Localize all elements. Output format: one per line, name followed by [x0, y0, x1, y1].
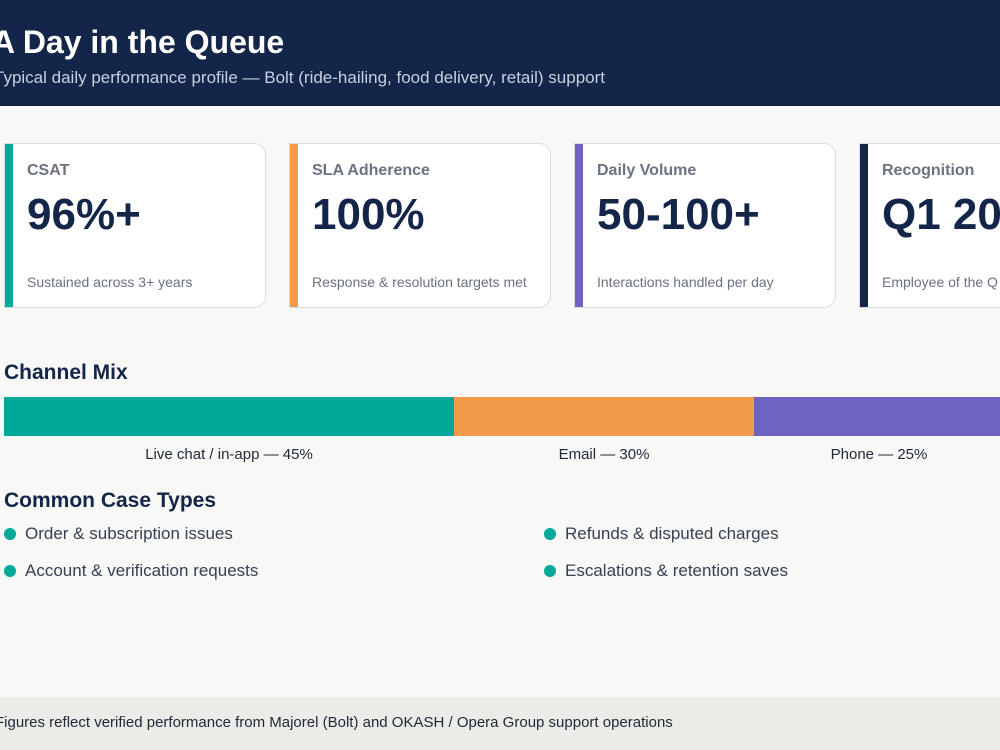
channel-mix-title: Channel Mix — [4, 361, 128, 384]
footer-note: Figures reflect verified performance fro… — [0, 714, 673, 731]
kpi-card-sla: SLA Adherence 100% Response & resolution… — [289, 143, 551, 308]
kpi-value: 50-100+ — [597, 190, 760, 239]
kpi-card-csat: CSAT 96%+ Sustained across 3+ years — [4, 143, 266, 308]
channel-mix-labels: Live chat / in-app — 45% Email — 30% Pho… — [4, 446, 1000, 466]
kpi-card-volume: Daily Volume 50-100+ Interactions handle… — [574, 143, 836, 308]
bullet-dot-icon — [4, 565, 16, 577]
case-type-label: Escalations & retention saves — [565, 561, 789, 580]
case-type-item: Escalations & retention saves — [544, 561, 788, 581]
page-subtitle: Typical daily performance profile — Bolt… — [0, 68, 606, 87]
kpi-value: Q1 20 — [882, 190, 1000, 239]
mix-label-live-chat: Live chat / in-app — 45% — [145, 446, 313, 463]
bullet-dot-icon — [4, 528, 16, 540]
kpi-description: Interactions handled per day — [597, 274, 774, 290]
kpi-description: Sustained across 3+ years — [27, 274, 193, 290]
kpi-value: 100% — [312, 190, 425, 239]
case-type-label: Account & verification requests — [25, 561, 259, 580]
mix-label-email: Email — 30% — [558, 446, 650, 463]
header: A Day in the Queue Typical daily perform… — [0, 0, 1000, 106]
case-type-item: Order & subscription issues — [4, 524, 233, 544]
kpi-description: Response & resolution targets met — [312, 274, 527, 290]
kpi-value: 96%+ — [27, 190, 141, 239]
mix-segment-email — [454, 397, 754, 436]
channel-mix-bar — [4, 397, 1000, 436]
kpi-label: CSAT — [27, 162, 70, 179]
kpi-accent-bar — [575, 144, 583, 307]
kpi-label: Daily Volume — [597, 162, 697, 179]
case-type-item: Refunds & disputed charges — [544, 524, 779, 544]
kpi-accent-bar — [290, 144, 298, 307]
case-type-label: Refunds & disputed charges — [565, 524, 779, 543]
mix-label-phone: Phone — 25% — [830, 446, 928, 463]
kpi-accent-bar — [860, 144, 868, 307]
case-type-item: Account & verification requests — [4, 561, 258, 581]
kpi-label: SLA Adherence — [312, 162, 430, 179]
case-type-label: Order & subscription issues — [25, 524, 233, 543]
page-title: A Day in the Queue — [0, 24, 285, 60]
kpi-accent-bar — [5, 144, 13, 307]
bullet-dot-icon — [544, 565, 556, 577]
mix-segment-live-chat — [4, 397, 454, 436]
bullet-dot-icon — [544, 528, 556, 540]
case-types-title: Common Case Types — [4, 489, 216, 512]
kpi-card-recognition: Recognition Q1 20 Employee of the Q — [859, 143, 1000, 308]
mix-segment-phone — [754, 397, 1000, 436]
footer: Figures reflect verified performance fro… — [0, 697, 1000, 750]
kpi-label: Recognition — [882, 162, 975, 179]
kpi-description: Employee of the Q — [882, 274, 998, 290]
